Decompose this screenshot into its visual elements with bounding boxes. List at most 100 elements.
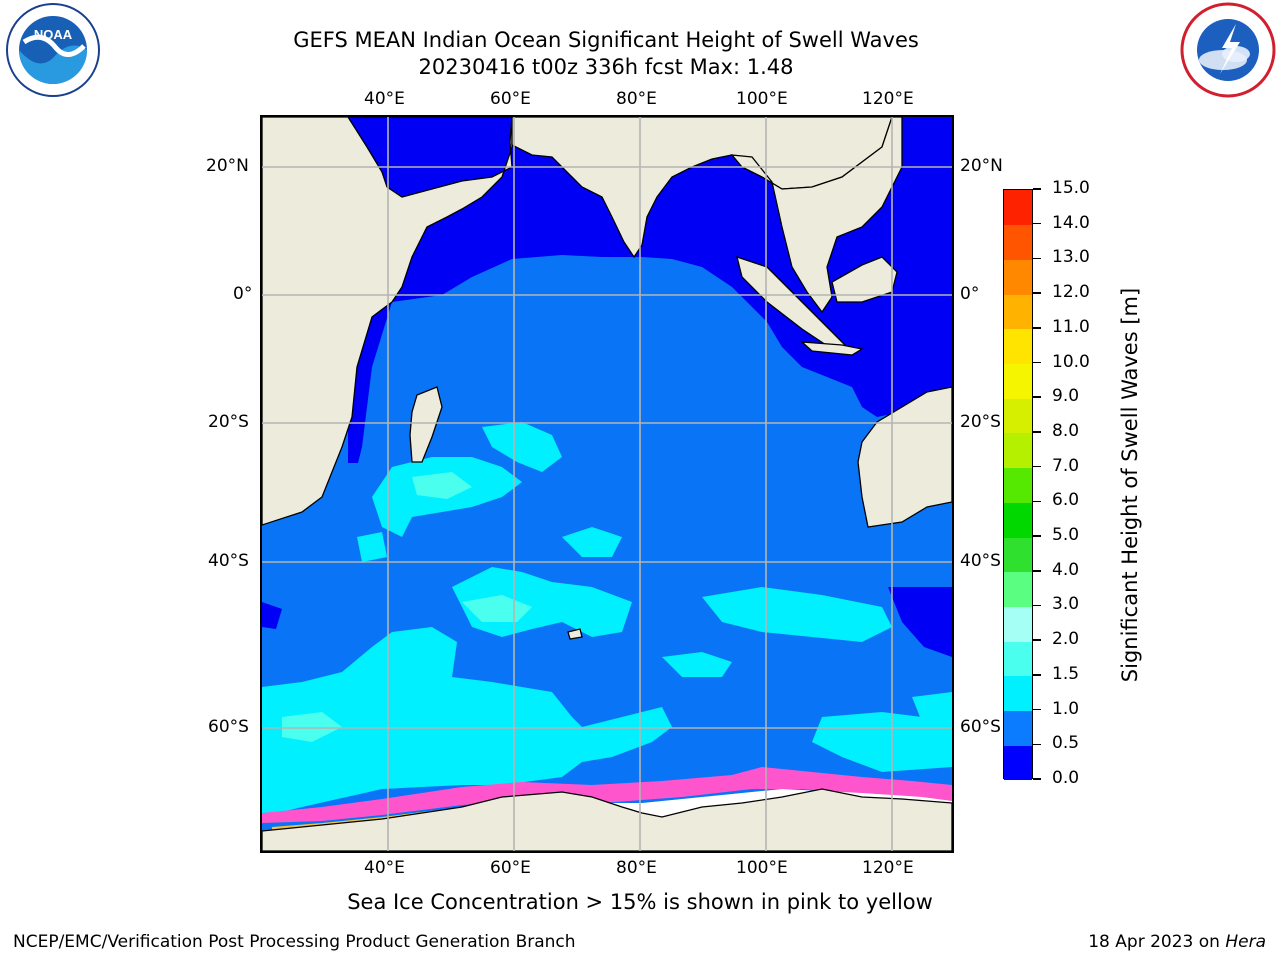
footer-date-text: 18 Apr 2023 on (1088, 932, 1220, 952)
colorbar-tick (1033, 292, 1041, 294)
colorbar-segment (1004, 606, 1032, 642)
colorbar-tick (1033, 604, 1041, 607)
sea-ice-pink (262, 767, 952, 823)
colorbar-segment (1004, 641, 1032, 677)
colorbar-label: 10.0 (1052, 351, 1090, 372)
colorbar-label: 8.0 (1052, 420, 1080, 441)
colorbar-segment (1004, 467, 1032, 503)
lon-tick-bottom: 40°E (364, 858, 405, 878)
lat-tick-left: 40°S (208, 551, 249, 571)
colorbar-label: 4.0 (1052, 559, 1080, 580)
colorbar-segment (1004, 710, 1032, 746)
colorbar-tick (1033, 361, 1041, 364)
australia-land (857, 386, 952, 528)
lon-tick-top: 80°E (616, 89, 657, 109)
colorbar-label: 1.0 (1052, 698, 1080, 719)
lat-tick-right: 20°N (960, 156, 1003, 176)
graticule (262, 117, 952, 851)
java-land (800, 341, 864, 356)
colorbar-label: 6.0 (1052, 490, 1080, 511)
lon-tick-bottom: 80°E (616, 858, 657, 878)
colorbar-segment (1004, 224, 1032, 260)
lon-tick-bottom: 120°E (862, 858, 914, 878)
colorbar-label: 3.0 (1052, 594, 1080, 615)
colorbar-label: 11.0 (1052, 316, 1090, 337)
colorbar-segment (1004, 675, 1032, 712)
colorbar-segment (1004, 363, 1032, 399)
colorbar-title: Significant Height of Swell Waves [m] (1118, 287, 1142, 683)
swell-region-low (262, 602, 282, 629)
colorbar-tick (1033, 396, 1041, 398)
colorbar-segment (1004, 328, 1032, 365)
colorbar-tick (1033, 431, 1041, 433)
lat-tick-right: 60°S (960, 717, 1001, 737)
colorbar-tick (1033, 570, 1041, 572)
colorbar-label: 7.0 (1052, 455, 1080, 476)
colorbar (1003, 189, 1033, 781)
colorbar-label: 9.0 (1052, 386, 1080, 407)
map-panel (260, 115, 954, 853)
colorbar-tick (1033, 500, 1041, 503)
lat-tick-left: 0° (233, 284, 253, 304)
sea-ice-caption: Sea Ice Concentration > 15% is shown in … (347, 890, 933, 914)
colorbar-segment (1004, 537, 1032, 573)
lat-tick-left: 60°S (208, 717, 249, 737)
colorbar-segment (1004, 502, 1032, 538)
colorbar-tick (1033, 708, 1041, 711)
colorbar-tick (1033, 222, 1041, 225)
noaa-logo: NOAA (6, 3, 100, 97)
footer-host: Hera (1225, 932, 1266, 952)
lat-tick-right: 0° (960, 284, 980, 304)
colorbar-tick (1033, 327, 1041, 329)
footer-credit: NCEP/EMC/Verification Post Processing Pr… (13, 932, 576, 952)
colorbar-segment (1004, 571, 1032, 607)
swell-region-cyan (262, 422, 952, 817)
colorbar-tick (1033, 778, 1041, 780)
map-canvas (262, 117, 952, 851)
colorbar-label: 12.0 (1052, 282, 1090, 303)
madagascar-land (409, 386, 443, 463)
colorbar-tick (1033, 535, 1041, 537)
lon-tick-top: 60°E (490, 89, 531, 109)
colorbar-segment (1004, 432, 1032, 469)
footer-date: 18 Apr 2023 on Hera (1088, 932, 1266, 952)
colorbar-label: 1.5 (1052, 663, 1080, 684)
lon-tick-top: 100°E (736, 89, 788, 109)
borneo-land (831, 256, 898, 303)
colorbar-segment (1004, 190, 1032, 226)
lat-tick-left: 20°S (208, 412, 249, 432)
colorbar-tick (1033, 743, 1041, 746)
chart-title: GEFS MEAN Indian Ocean Significant Heigh… (293, 28, 919, 52)
lon-tick-bottom: 60°E (490, 858, 531, 878)
colorbar-tick (1033, 257, 1041, 260)
colorbar-tick (1033, 639, 1041, 641)
colorbar-label: 13.0 (1052, 247, 1090, 268)
colorbar-label: 2.0 (1052, 629, 1080, 650)
colorbar-segment (1004, 259, 1032, 295)
lon-tick-top: 40°E (364, 89, 405, 109)
colorbar-label: 0.5 (1052, 733, 1080, 754)
noaa-logo-text: NOAA (34, 27, 73, 42)
colorbar-tick (1033, 674, 1041, 676)
colorbar-label: 15.0 (1052, 178, 1090, 198)
land-masses (262, 117, 952, 851)
swell-region-light-cyan (282, 472, 532, 742)
chart-subtitle: 20230416 t00z 336h fcst Max: 1.48 (418, 55, 794, 79)
nws-logo (1180, 2, 1276, 98)
lon-tick-top: 120°E (862, 89, 914, 109)
colorbar-tick (1033, 188, 1041, 190)
swell-region-low (888, 587, 952, 657)
colorbar-tick (1033, 465, 1041, 468)
colorbar-segment (1004, 745, 1032, 781)
lat-tick-right: 20°S (960, 412, 1001, 432)
lat-tick-left: 20°N (206, 156, 249, 176)
colorbar-label: 0.0 (1052, 768, 1080, 788)
colorbar-label: 5.0 (1052, 525, 1080, 546)
lat-tick-right: 40°S (960, 551, 1001, 571)
colorbar-label: 14.0 (1052, 212, 1090, 233)
lon-tick-bottom: 100°E (736, 858, 788, 878)
colorbar-segment (1004, 398, 1032, 434)
antarctica-land (262, 788, 952, 851)
kerguelen-land (567, 628, 583, 640)
colorbar-segment (1004, 294, 1032, 330)
